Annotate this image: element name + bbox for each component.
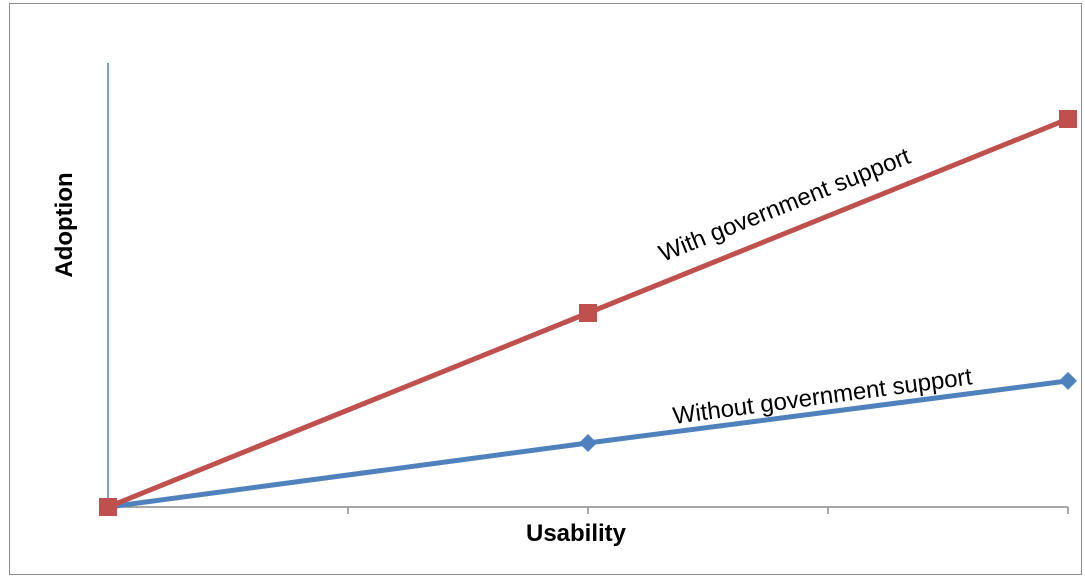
data-point-without-government-support [1059,371,1077,390]
data-point-with-government-support [579,304,597,322]
data-point-with-government-support [1059,110,1077,128]
chart-border [9,3,1082,575]
y-axis-title: Adoption [51,172,78,277]
series-markers [99,110,1077,516]
data-point-without-government-support [579,433,597,452]
data-point-with-government-support [99,498,117,516]
x-axis-title: Usability [526,520,627,547]
